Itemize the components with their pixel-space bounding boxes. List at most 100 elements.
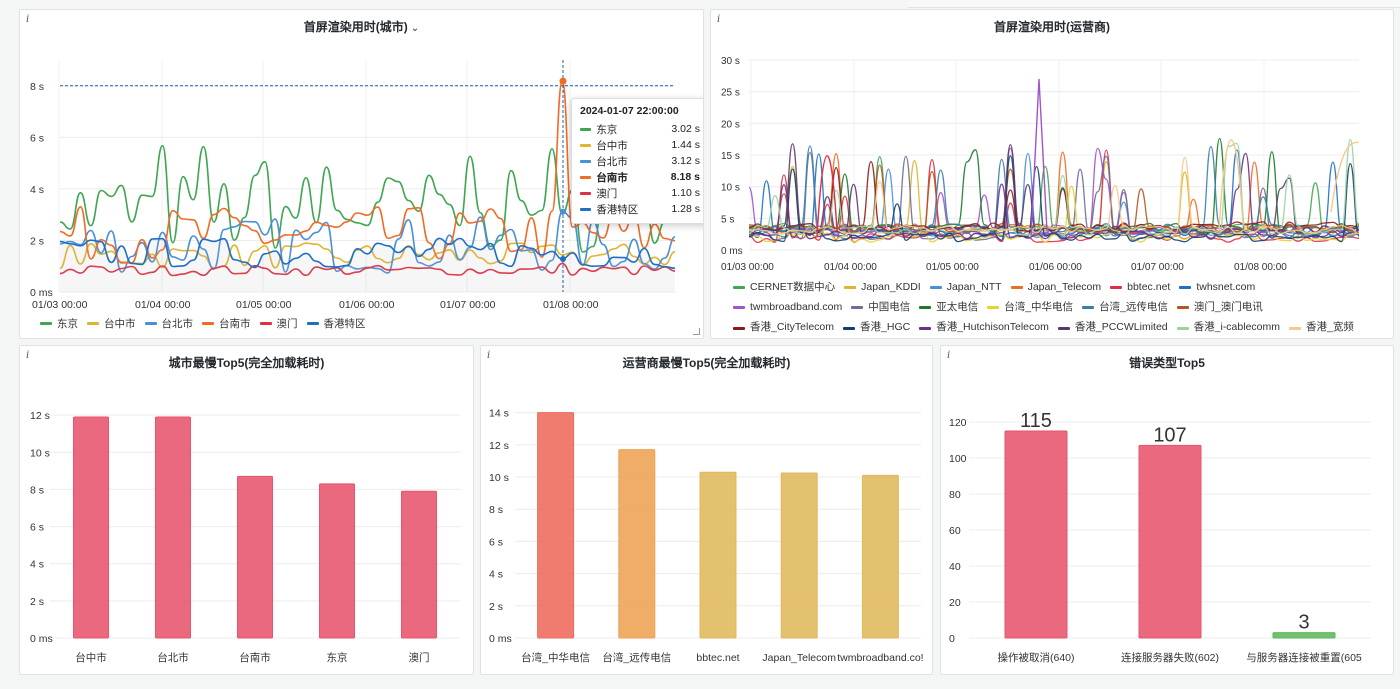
y-tick-label: 2 s	[30, 235, 44, 247]
x-tick-label: 01/05 00:00	[236, 299, 292, 311]
bar-2	[237, 475, 273, 639]
legend-item[interactable]: CERNET数据中心	[733, 278, 835, 298]
error-top5-chart[interactable]: 120 100 80 60 40 20 0 操作被取消(640) 115 连接服务器失败(602)…	[941, 346, 1394, 675]
x-category-label: twmbroadband.co!	[837, 652, 923, 664]
hover-point	[560, 208, 566, 215]
y-tick-label: 10 s	[30, 447, 50, 459]
legend-swatch	[306, 322, 319, 325]
legend-item[interactable]: 中国电信	[851, 298, 910, 318]
x-tick-label: 01/07 00:00	[1131, 262, 1184, 273]
legend-item[interactable]: 澳门	[259, 316, 298, 331]
legend-label: 亚太电信	[936, 301, 979, 313]
panel-title[interactable]: 首屏渲染用时(运营商)	[994, 20, 1110, 34]
legend-item[interactable]: bbtec.net	[1110, 278, 1170, 298]
legend-swatch	[851, 306, 864, 310]
legend-item[interactable]: 台南市	[202, 316, 251, 331]
legend-item[interactable]: 台中市	[87, 316, 136, 331]
info-icon[interactable]: i	[26, 350, 30, 361]
bar-4	[401, 490, 437, 639]
tooltip-series-name: 澳门	[596, 187, 618, 200]
legend-item[interactable]: 亚太电信	[919, 298, 978, 318]
info-icon[interactable]: i	[487, 350, 491, 361]
panel-title[interactable]: 首屏渲染用时(城市) ⌄	[303, 20, 420, 34]
legend-item[interactable]: 台湾_中华电信	[987, 298, 1073, 318]
legend-item[interactable]: 台湾_远传电信	[1082, 298, 1168, 318]
city-render-panel: i 首屏渲染用时(城市) ⌄ 8 s 6 s 4 s 2 s 0 ms 01/03 00:0…	[19, 9, 704, 339]
legend-swatch	[733, 326, 745, 330]
x-tick-label: 01/06 00:00	[1029, 262, 1082, 273]
legend-label: 中国电信	[868, 301, 911, 313]
city-top5-chart[interactable]: 12 s 10 s 8 s 6 s 4 s 2 s 0 ms 台中市 台北市 台南市 东京 澳门	[20, 346, 474, 675]
chart-tooltip: 2024-01-07 22:00:00 东京 3.02 s 台中市 1.44 s 台北市…	[571, 98, 703, 224]
legend-item[interactable]: 香港_CityTelecom	[733, 318, 834, 338]
legend-item[interactable]: twmbroadband.com	[733, 298, 842, 318]
legend-item[interactable]: 香港_宽频	[1289, 318, 1354, 338]
panel-title[interactable]: 错误类型Top5	[1129, 356, 1205, 370]
isp-top5-chart[interactable]: 14 s 12 s 10 s 8 s 6 s 4 s 2 s 0 ms 台湾_中华电信 台湾_远传…	[481, 346, 933, 675]
x-category-label: bbtec.net	[696, 652, 739, 664]
legend-item[interactable]: 澳门_澳门电讯	[1176, 298, 1263, 318]
y-tick-label: 4 s	[30, 559, 44, 571]
legend-row: 香港_CityTelecom 香港_HGC 香港_HutchisonTelecom 香…	[733, 318, 1393, 338]
y-tick-label: 2 s	[30, 596, 44, 608]
tooltip-row: 澳门 1.10 s	[580, 185, 700, 201]
hover-point	[560, 256, 566, 263]
tooltip-series-value: 1.10 s	[671, 187, 700, 199]
legend-item[interactable]: 香港_HutchisonTelecom	[919, 318, 1049, 338]
tooltip-series-name: 台北市	[596, 155, 628, 168]
series-line-3	[59, 80, 676, 264]
legend-swatch	[144, 322, 157, 325]
info-icon[interactable]: i	[947, 350, 951, 361]
panel-title[interactable]: 城市最慢Top5(完全加载耗时)	[168, 356, 325, 370]
legend-swatch	[202, 322, 214, 325]
y-tick-label: 120	[949, 417, 967, 429]
y-tick-label: 40	[949, 561, 961, 573]
legend-item[interactable]: 香港特区	[306, 316, 366, 331]
legend-row: CERNET数据中心 Japan_KDDI Japan_NTT Japan_Telec…	[733, 277, 1393, 297]
legend-item[interactable]: 台北市	[144, 316, 194, 331]
panel-title[interactable]: 运营商最慢Top5(完全加载耗时)	[622, 356, 791, 370]
legend-item[interactable]: 东京	[40, 316, 78, 331]
x-tick-label: 01/03 00:00	[32, 299, 88, 311]
series-line-9	[748, 185, 1360, 243]
bar-4	[861, 474, 899, 639]
hover-point	[559, 77, 567, 85]
tooltip-swatch	[580, 127, 592, 131]
legend-item[interactable]: 香港_PCCWLimited	[1057, 318, 1168, 338]
top-toolbar-strip	[908, 0, 1400, 8]
legend-label: Japan_Telecom	[1027, 280, 1102, 293]
tooltip-swatch	[580, 191, 592, 195]
tooltip-series-value: 8.18 s	[670, 171, 700, 183]
legend-item[interactable]: Japan_NTT	[929, 278, 1002, 298]
y-tick-label: 8 s	[489, 504, 503, 516]
legend-item[interactable]: Japan_Telecom	[1010, 278, 1102, 298]
chevron-down-icon[interactable]: ⌄	[410, 23, 420, 34]
series-line-12	[748, 160, 1360, 232]
legend-label: 台北市	[161, 318, 194, 330]
legend-item[interactable]: 香港_i-cablecomm	[1176, 318, 1280, 338]
legend-item[interactable]: twhsnet.com	[1179, 278, 1255, 298]
legend-label: bbtec.net	[1127, 280, 1171, 293]
isp-render-chart[interactable]: 30 s 25 s 20 s 15 s 10 s 5 s 0 ms 01/03 00:00 01…	[711, 10, 1394, 339]
city-top5-panel: i 城市最慢Top5(完全加载耗时) 12 s 10 s 8 s 6 s 4 s 2 s 0…	[19, 345, 474, 675]
bar-1	[155, 416, 191, 639]
legend-label: 香港_HGC	[860, 321, 911, 334]
x-tick-label: 01/07 00:00	[440, 299, 496, 311]
series-line-5	[59, 237, 676, 269]
tooltip-series-value: 3.12 s	[671, 155, 700, 167]
legend-item[interactable]: Japan_KDDI	[844, 278, 921, 298]
y-tick-label: 60	[949, 525, 961, 537]
y-tick-label: 2 s	[489, 601, 503, 613]
legend-swatch	[1110, 286, 1123, 289]
y-tick-label: 12 s	[489, 440, 509, 452]
legend-label: 澳门_澳门电讯	[1193, 301, 1263, 313]
legend-swatch	[919, 326, 932, 330]
legend-item[interactable]: 香港_HGC	[843, 318, 910, 338]
tooltip-swatch	[580, 159, 592, 163]
legend-label: CERNET数据中心	[750, 280, 836, 293]
resize-handle[interactable]	[693, 328, 700, 335]
tooltip-row: 台中市 1.44 s	[580, 137, 700, 153]
info-icon[interactable]: i	[26, 14, 30, 25]
info-icon[interactable]: i	[717, 14, 721, 25]
